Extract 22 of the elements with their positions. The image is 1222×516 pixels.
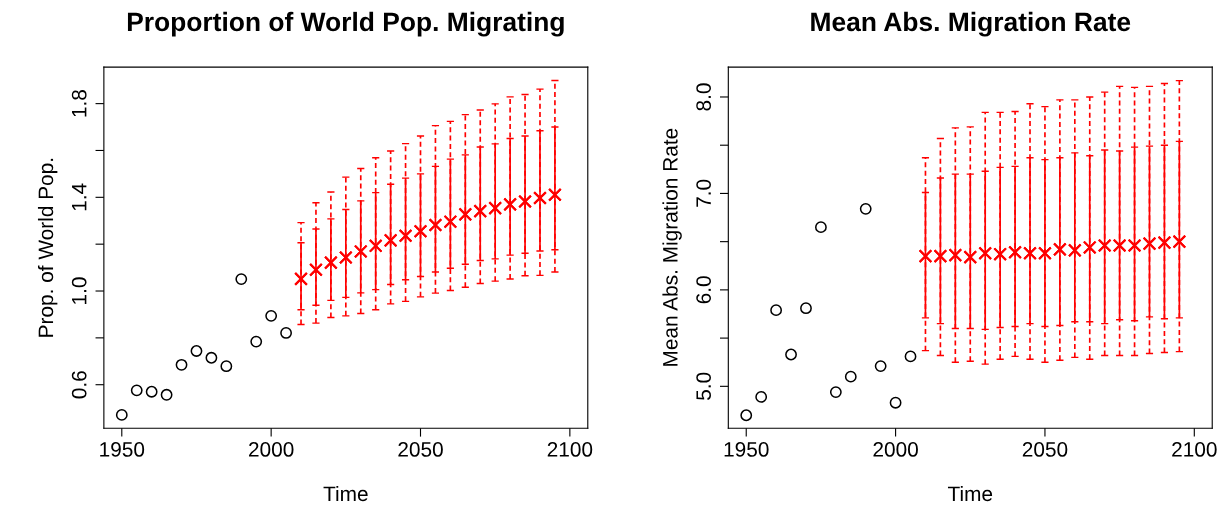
y-axis-title: Mean Abs. Migration Rate <box>662 128 682 366</box>
x-tick-label: 2050 <box>398 442 443 457</box>
x-tick-label: 2100 <box>1172 442 1217 457</box>
x-tick-label: 1950 <box>100 442 145 457</box>
x-tick-label: 2100 <box>547 442 593 457</box>
x-tick-label: 1950 <box>724 442 769 457</box>
chart-title: Mean Abs. Migration Rate <box>811 11 1131 37</box>
x-axis-title: Time <box>947 485 993 502</box>
y-tick-label: 1.8 <box>71 90 87 117</box>
y-tick-label: 6.0 <box>696 276 711 304</box>
y-tick-label: 8.0 <box>696 83 711 111</box>
x-tick-label: 2000 <box>873 442 918 457</box>
x-axis-title: Time <box>323 485 368 502</box>
y-tick-label: 0.6 <box>71 371 87 399</box>
x-tick-label: 2050 <box>1022 442 1068 457</box>
y-tick-label: 1.0 <box>71 277 87 304</box>
y-tick-label: 7.0 <box>696 179 711 207</box>
y-axis-title: Prop. of World Pop. <box>37 158 58 337</box>
y-tick-label: 1.4 <box>72 183 87 211</box>
y-tick-label: 5.0 <box>696 372 711 400</box>
chart-title: Proportion of World Pop. Migrating <box>127 11 564 37</box>
x-tick-label: 2000 <box>249 442 294 457</box>
